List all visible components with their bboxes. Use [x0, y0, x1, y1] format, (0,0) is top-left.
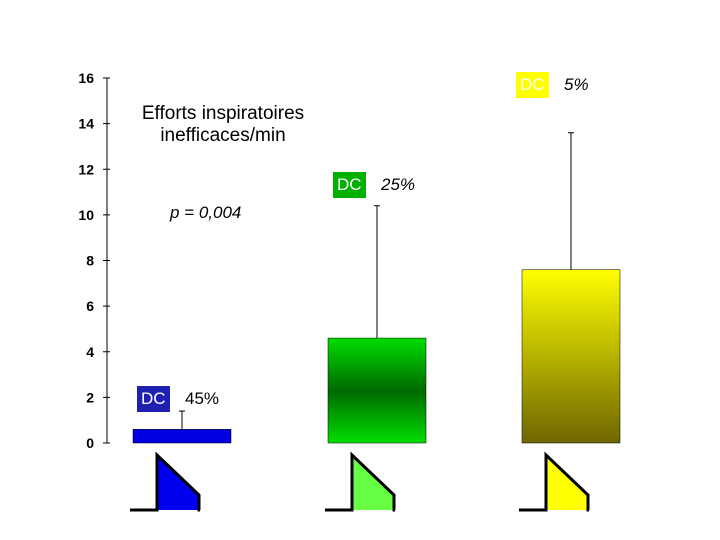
- y-tick-label: 6: [86, 298, 94, 314]
- dc-label-green: DC: [333, 171, 366, 198]
- y-tick-label: 2: [86, 389, 94, 405]
- y-tick-label: 8: [86, 253, 94, 269]
- y-tick-label: 4: [86, 344, 94, 360]
- y-tick-label: 12: [78, 161, 94, 177]
- y-tick-label: 16: [78, 70, 94, 86]
- waveform-icon-yellow: [519, 451, 590, 512]
- y-tick-label: 10: [78, 207, 94, 223]
- p-value-annotation: p = 0,004: [170, 203, 242, 222]
- bar-yellow: [521, 269, 621, 444]
- dc-percent-blue: 45%: [185, 388, 220, 408]
- y-tick-label: 14: [78, 116, 94, 132]
- dc-percent-green: 25%: [381, 174, 416, 194]
- chart-title: Efforts inspiratoires inefficaces/min: [141, 103, 305, 146]
- dc-label-blue: DC: [137, 385, 170, 412]
- dc-label-yellow: DC: [516, 72, 549, 99]
- dc-percent-yellow: 5%: [564, 75, 589, 95]
- bar-green: [327, 337, 427, 444]
- bar-blue: [132, 429, 232, 444]
- waveform-icon-blue: [130, 451, 201, 512]
- y-tick-label: 0: [86, 435, 94, 451]
- waveform-icon-green: [325, 451, 396, 512]
